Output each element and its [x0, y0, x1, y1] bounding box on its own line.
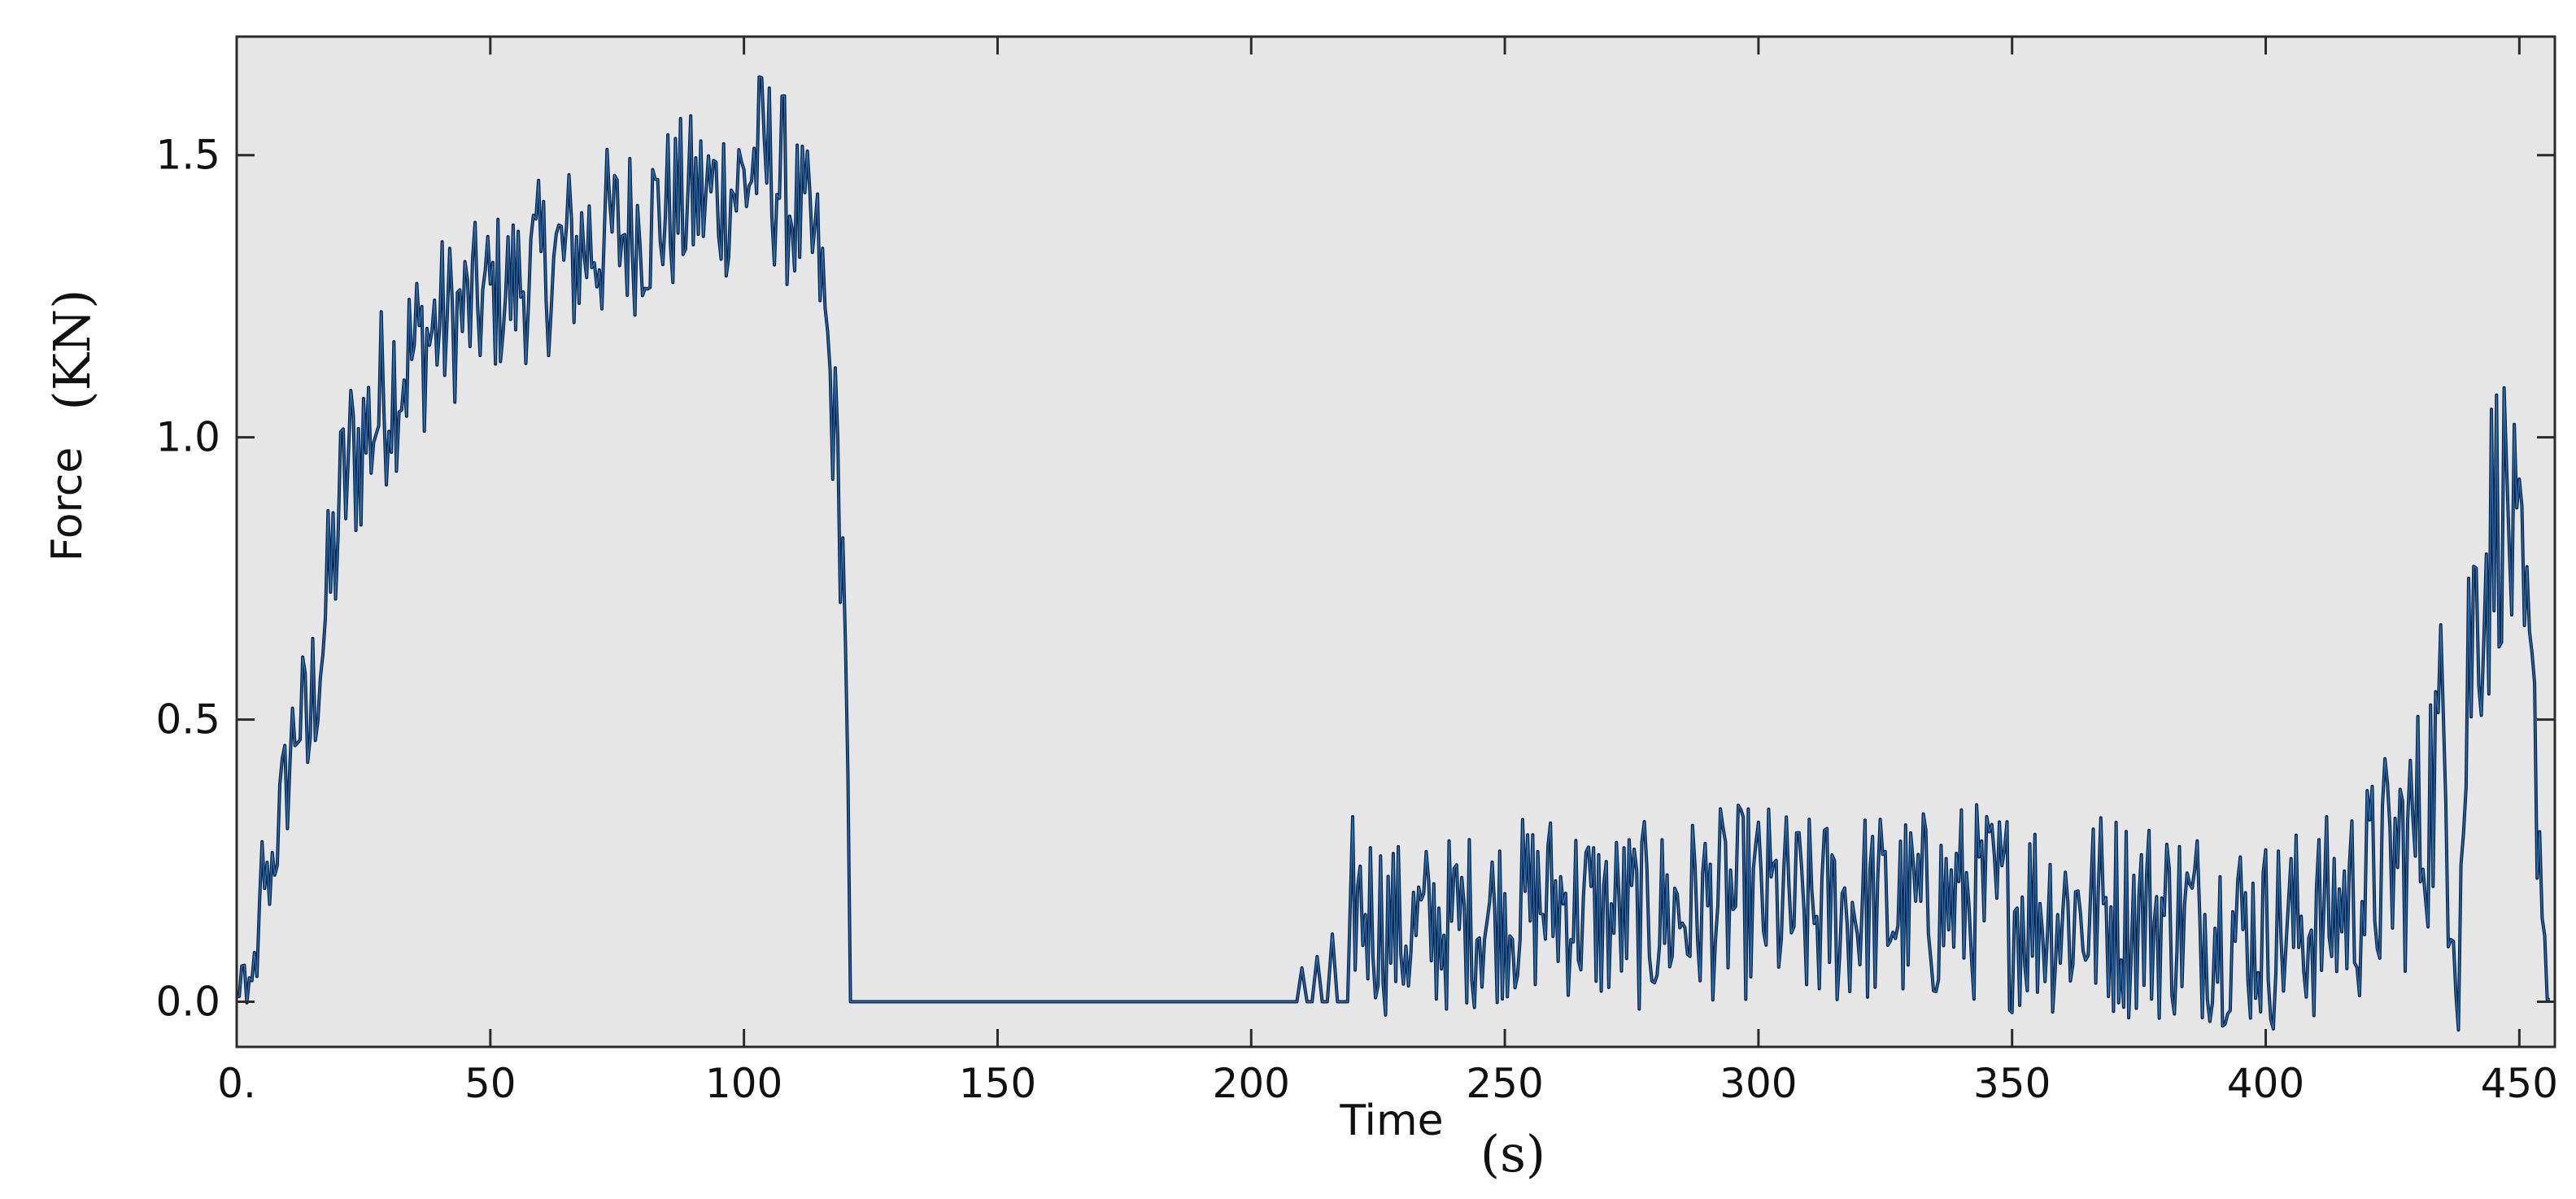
- x-axis-label: Time: [1339, 1097, 1443, 1145]
- x-tick-label: 350: [1973, 1060, 2051, 1107]
- x-tick-label: 200: [1213, 1060, 1290, 1107]
- x-tick-label: 250: [1466, 1060, 1543, 1107]
- series-layer: [237, 75, 2550, 1032]
- x-tick-label: 450: [2481, 1060, 2558, 1107]
- plot-frame: [235, 35, 2556, 1049]
- x-tick-label: 50: [464, 1060, 517, 1107]
- x-tick-label: 300: [1720, 1060, 1797, 1107]
- y-axis-label: Force: [43, 447, 92, 562]
- x-tick-label: 400: [2227, 1060, 2304, 1107]
- x-tick-label: 150: [959, 1060, 1036, 1107]
- x-axis-unit: (s): [1480, 1124, 1545, 1184]
- y-tick-label: 0.0: [155, 978, 220, 1025]
- y-tick-label: 1.0: [155, 414, 220, 461]
- y-axis-unit: (KN): [42, 290, 102, 411]
- y-tick-label: 1.5: [155, 132, 220, 179]
- y-axis-ticks: 0.0 0.5 1.0 1.5: [155, 132, 2555, 1025]
- force-series-line-highlight: [237, 76, 2550, 1031]
- y-tick-label: 0.5: [155, 696, 220, 743]
- x-tick-label: 100: [705, 1060, 782, 1107]
- x-axis-ticks: 0. 50 100 150 200 250 300 350 400 450: [217, 37, 2558, 1107]
- x-tick-label: 0.: [217, 1060, 256, 1107]
